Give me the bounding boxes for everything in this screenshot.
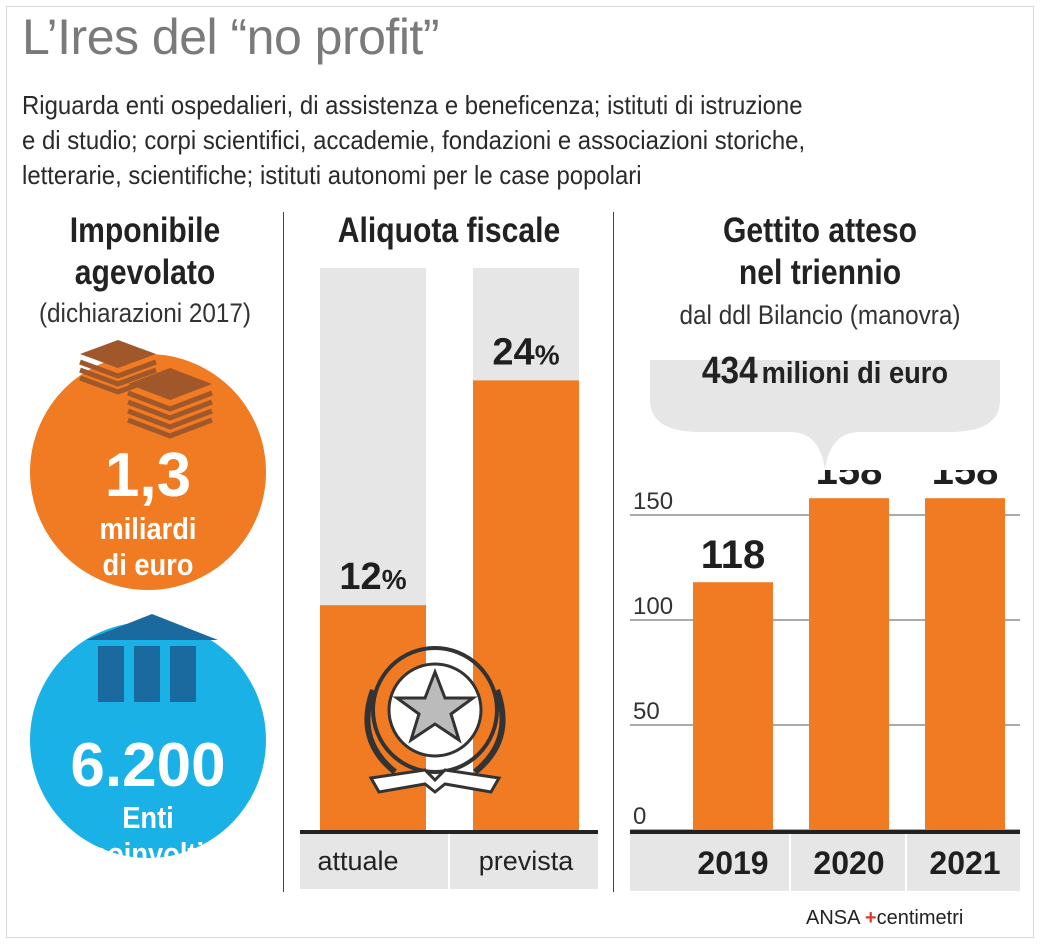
brand-mark-icon: + bbox=[864, 907, 877, 929]
data-label: 118 bbox=[701, 533, 766, 577]
total-brace bbox=[650, 360, 1000, 470]
emblem-star bbox=[392, 667, 478, 744]
subtitle-line: Riguarda enti ospedalieri, di assistenza… bbox=[22, 90, 803, 120]
tick-label: attuale bbox=[317, 846, 398, 876]
amount-unit-line: di euro bbox=[102, 547, 194, 582]
institution-icon bbox=[86, 614, 218, 702]
amount-unit-line: miliardi bbox=[99, 511, 197, 546]
left-graphics bbox=[30, 340, 266, 858]
emblem-icon bbox=[364, 646, 506, 794]
amount-value: 1,3 bbox=[104, 441, 192, 510]
page-title: L’Ires del “no profit” bbox=[22, 9, 439, 65]
column-divider bbox=[283, 212, 284, 892]
entities-value: 6.200 bbox=[70, 731, 226, 800]
total-number: 434 bbox=[701, 350, 758, 392]
x-axis-line bbox=[300, 830, 598, 834]
page-subtitle: Riguarda enti ospedalieri, di assistenza… bbox=[22, 88, 933, 193]
brand-centimetri: centimetri bbox=[876, 907, 964, 929]
revenue-subtitle: dal ddl Bilancio (manovra) bbox=[679, 300, 961, 330]
revenue-chart: 0 50 100 150 118 2019 158 2020 158 2021 bbox=[630, 470, 1020, 891]
entities-label-line: Enti bbox=[122, 800, 174, 835]
taxable-title-line: agevolato bbox=[74, 253, 216, 292]
total-unit: milioni di euro bbox=[761, 355, 949, 390]
brace-shape bbox=[650, 360, 1000, 470]
revenue-title-line: Gettito atteso bbox=[722, 211, 917, 250]
source-credit: ANSA +centimetri bbox=[806, 907, 963, 930]
brand-ansa: ANSA bbox=[806, 907, 860, 929]
bar-2019 bbox=[693, 582, 773, 830]
tick-label: prevista bbox=[479, 846, 575, 876]
emblem-branches bbox=[364, 688, 506, 775]
emblem-gear bbox=[371, 646, 499, 774]
x-axis-line bbox=[630, 830, 1020, 834]
rate-chart: 12% attuale 24% prevista bbox=[300, 268, 598, 889]
bar-2021 bbox=[925, 498, 1005, 830]
category-band bbox=[630, 833, 1020, 891]
revenue-title: Gettito atteso nel triennio bbox=[644, 210, 997, 294]
subtitle-line: e di studio; corpi scientifici, accademi… bbox=[22, 125, 806, 155]
tick-label: 100 bbox=[633, 593, 673, 620]
data-label: 158 bbox=[816, 470, 883, 493]
tick-label: 0 bbox=[633, 803, 646, 830]
taxable-subtitle: (dichiarazioni 2017) bbox=[38, 298, 252, 328]
taxable-title: Imponibile agevolato bbox=[29, 210, 261, 294]
bar-2020 bbox=[809, 498, 889, 830]
taxable-title-line: Imponibile bbox=[69, 211, 221, 250]
entities-circle bbox=[30, 622, 266, 858]
emblem-ribbon bbox=[368, 768, 502, 794]
infographic-frame bbox=[6, 6, 1034, 938]
tick-label: 50 bbox=[633, 698, 660, 725]
entities-label: Enti coinvolti bbox=[44, 800, 252, 872]
data-label: 12% bbox=[339, 556, 406, 598]
revenue-title-line: nel triennio bbox=[738, 253, 902, 292]
subtitle-line: letterarie, scientifiche; istituti auton… bbox=[22, 160, 642, 190]
total-label: 434 milioni di euro bbox=[662, 350, 988, 393]
tick-label: 150 bbox=[633, 488, 673, 515]
data-label: 158 bbox=[932, 470, 999, 493]
money-stack-icon bbox=[79, 340, 213, 439]
amount-unit: miliardi di euro bbox=[44, 511, 252, 583]
tick-label: 2020 bbox=[813, 845, 884, 881]
tick-label: 2019 bbox=[697, 845, 768, 881]
tick-label: 2021 bbox=[929, 845, 1000, 881]
rate-title: Aliquota fiscale bbox=[337, 211, 561, 250]
data-label: 24% bbox=[492, 331, 559, 373]
column-divider bbox=[613, 212, 614, 892]
entities-label-line: coinvolti bbox=[91, 836, 205, 871]
